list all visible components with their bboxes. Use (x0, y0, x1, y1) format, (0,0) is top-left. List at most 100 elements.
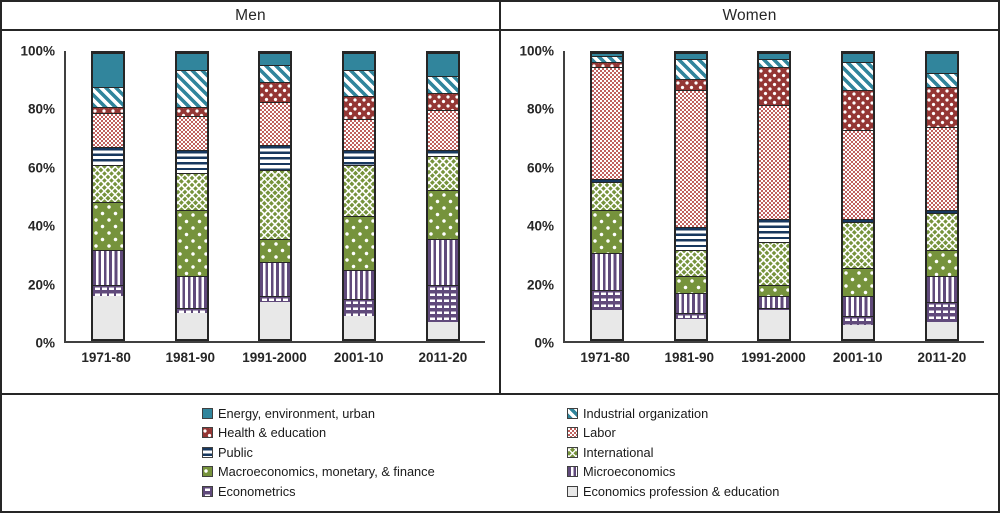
y-tick-label: 100% (20, 43, 55, 59)
y-axis-men: 100% 80% 60% 40% 20% 0% (2, 44, 64, 351)
bar-segment-econometrics (92, 284, 123, 297)
bar-segment-economics_profession_education (927, 321, 958, 339)
panel-women: Women 100% 80% 60% 40% 20% 0% 1971-80 1981-90 1… (501, 2, 998, 393)
bar-segment-public (591, 178, 622, 182)
x-tick-label: 1981-90 (664, 350, 715, 365)
legend-swatch-health_education-icon (202, 427, 213, 438)
legend-label: Macroeconomics, monetary, & finance (218, 464, 435, 479)
x-tick-label: 1971-80 (580, 350, 630, 365)
bar-segment-microeconomics (675, 293, 706, 314)
x-tick-label: 2001-10 (832, 350, 883, 365)
bar-segment-economics_profession_education (428, 321, 459, 339)
legend-item-energy_environment_urban: Energy, environment, urban (202, 405, 435, 421)
plot-column-women: 1971-80 1981-90 1991-2000 2001-10 2011-20 (563, 51, 984, 393)
bar-segment-public (344, 150, 375, 165)
y-tick-label: 100% (519, 43, 554, 59)
legend-label: Energy, environment, urban (218, 405, 375, 421)
legend-item-microeconomics: Microeconomics (567, 464, 779, 479)
bar-segment-microeconomics (92, 250, 123, 285)
stacked-bar-1991-2000 (258, 51, 293, 341)
y-tick-label: 40% (526, 218, 554, 234)
legend-item-international: International (567, 444, 779, 460)
y-tick-label: 0% (534, 335, 554, 351)
legend-column-right: Industrial organization Labor Internationa… (567, 406, 779, 499)
y-tick-label: 60% (27, 160, 55, 176)
bar-segment-public (843, 218, 874, 222)
bar-segment-energy_environment_urban (591, 53, 622, 56)
bar-segment-labor (843, 130, 874, 219)
bar-segment-health_education (675, 78, 706, 91)
bar-segment-energy_environment_urban (759, 53, 790, 59)
bar-segment-macroeconomics_monetary_finance (428, 190, 459, 239)
bar-segment-labor (344, 118, 375, 151)
y-tick-label: 60% (526, 160, 554, 176)
legend-item-public: Public (202, 444, 435, 460)
bar-segment-health_education (260, 81, 291, 102)
y-tick-label: 80% (526, 101, 554, 117)
bar-segment-public (428, 150, 459, 156)
bar-segment-microeconomics (176, 276, 207, 308)
legend-label: Microeconomics (583, 464, 676, 479)
bar-segment-health_education (759, 67, 790, 105)
bar-segment-international (260, 170, 291, 239)
legend-label: International (583, 444, 654, 460)
bar-segment-energy_environment_urban (344, 53, 375, 71)
legend: Energy, environment, urban Health & educa… (2, 395, 998, 511)
bar-segment-industrial_organization (176, 70, 207, 108)
bar-segment-macroeconomics_monetary_finance (759, 284, 790, 297)
bar-segment-international (176, 173, 207, 211)
stacked-bar-2011-20 (426, 51, 461, 341)
bar-segment-macroeconomics_monetary_finance (92, 201, 123, 251)
stacked-bar-1981-90 (174, 51, 209, 341)
y-tick-label: 20% (27, 277, 55, 293)
bar-segment-public (176, 150, 207, 174)
legend-swatch-public-icon (202, 446, 213, 458)
legend-label: Public (218, 444, 253, 460)
bar-segment-industrial_organization (92, 87, 123, 108)
bar-segment-labor (92, 113, 123, 148)
bar-segment-energy_environment_urban (927, 53, 958, 74)
bar-segment-health_education (428, 93, 459, 111)
legend-item-economics_profession_education: Economics profession & education (567, 484, 779, 499)
bar-segment-econometrics (176, 307, 207, 314)
legend-item-econometrics: Econometrics (202, 484, 435, 499)
bar-segment-labor (428, 110, 459, 151)
stacked-bar-2001-10 (841, 51, 876, 341)
bar-segment-economics_profession_education (176, 313, 207, 339)
legend-item-health_education: Health & education (202, 425, 435, 440)
panel-title-men: Men (2, 2, 499, 31)
bar-segment-energy_environment_urban (428, 53, 459, 76)
legend-swatch-international-icon (567, 446, 578, 458)
bar-segment-econometrics (428, 284, 459, 322)
charts-row: Men 100% 80% 60% 40% 20% 0% 1971-80 1981-90 199… (2, 2, 998, 395)
y-axis-women: 100% 80% 60% 40% 20% 0% (501, 44, 563, 351)
bar-segment-microeconomics (344, 270, 375, 299)
bar-segment-macroeconomics_monetary_finance (675, 276, 706, 294)
legend-item-labor: Labor (567, 425, 779, 440)
bar-segment-health_education (92, 107, 123, 114)
stacked-bar-2001-10 (342, 51, 377, 341)
bar-segment-international (591, 181, 622, 211)
bar-segment-international (927, 213, 958, 251)
bar-segment-public (92, 147, 123, 165)
bar-segment-economics_profession_education (260, 301, 291, 339)
bar-segment-public (759, 218, 790, 242)
x-tick-label: 2011-20 (917, 350, 967, 365)
y-tick-label: 80% (27, 101, 55, 117)
stacked-bar-1971-80 (589, 51, 624, 341)
bar-segment-econometrics (843, 316, 874, 325)
bar-segment-energy_environment_urban (92, 53, 123, 88)
bar-segment-labor (591, 67, 622, 179)
bar-segment-health_education (843, 90, 874, 131)
bar-segment-economics_profession_education (344, 316, 375, 339)
bar-segment-international (675, 250, 706, 277)
x-tick-label: 1981-90 (165, 350, 216, 365)
bar-segment-macroeconomics_monetary_finance (591, 210, 622, 254)
bar-segment-macroeconomics_monetary_finance (260, 238, 291, 262)
bar-segment-microeconomics (260, 261, 291, 297)
bar-segment-industrial_organization (260, 64, 291, 82)
legend-item-macroeconomics_monetary_finance: Macroeconomics, monetary, & finance (202, 464, 435, 479)
bar-segment-econometrics (927, 301, 958, 322)
bar-segment-public (675, 227, 706, 251)
